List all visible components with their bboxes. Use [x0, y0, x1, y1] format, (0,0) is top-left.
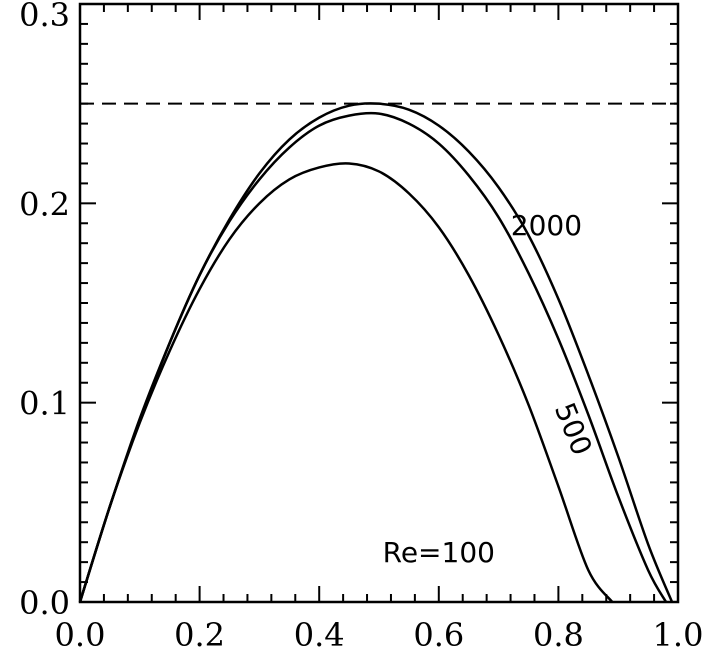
y-tick-label: 0.0 — [19, 584, 70, 622]
x-tick-label: 0.6 — [413, 616, 464, 654]
curve-label-1: 500 — [548, 398, 599, 460]
series-line-2 — [78, 162, 614, 603]
curve-labels: 2000 500 Re=100 — [383, 209, 599, 569]
curve-label-0: 2000 — [511, 209, 582, 242]
series-line-1 — [78, 111, 668, 603]
y-tick-label: 0.2 — [19, 185, 70, 223]
y-tick-label: 0.3 — [19, 0, 70, 34]
y-tick-label: 0.1 — [19, 385, 70, 423]
x-tick-label: 1.0 — [653, 616, 704, 654]
x-tick-label: 0.0 — [55, 616, 106, 654]
x-tick-label: 0.8 — [533, 616, 584, 654]
x-tick-label: 0.2 — [174, 616, 225, 654]
x-tick-label: 0.4 — [294, 616, 345, 654]
curve-label-2: Re=100 — [383, 536, 495, 569]
curves — [78, 102, 674, 603]
tick-labels: 0.0 0.2 0.4 0.6 0.8 1.0 0.0 0.1 0.2 0.3 — [19, 0, 703, 654]
ticks — [79, 3, 679, 603]
plot-frame — [78, 2, 680, 604]
